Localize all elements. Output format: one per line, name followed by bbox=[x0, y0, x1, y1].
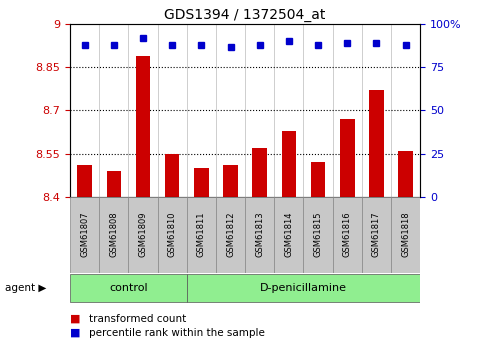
FancyBboxPatch shape bbox=[216, 197, 245, 273]
FancyBboxPatch shape bbox=[157, 197, 187, 273]
Text: GSM61816: GSM61816 bbox=[343, 212, 352, 257]
Text: agent ▶: agent ▶ bbox=[5, 283, 46, 293]
Text: D-penicillamine: D-penicillamine bbox=[260, 283, 347, 293]
Bar bbox=[107, 171, 121, 197]
Text: ■: ■ bbox=[70, 328, 81, 338]
Text: GSM61810: GSM61810 bbox=[168, 212, 177, 257]
FancyBboxPatch shape bbox=[70, 197, 99, 273]
Text: GSM61817: GSM61817 bbox=[372, 212, 381, 257]
Text: GSM61809: GSM61809 bbox=[139, 212, 147, 257]
FancyBboxPatch shape bbox=[274, 197, 303, 273]
Text: GSM61818: GSM61818 bbox=[401, 212, 410, 257]
Bar bbox=[282, 130, 296, 197]
Text: GSM61815: GSM61815 bbox=[313, 212, 323, 257]
FancyBboxPatch shape bbox=[187, 274, 420, 302]
Text: GSM61812: GSM61812 bbox=[226, 212, 235, 257]
Text: GSM61814: GSM61814 bbox=[284, 212, 293, 257]
FancyBboxPatch shape bbox=[99, 197, 128, 273]
FancyBboxPatch shape bbox=[333, 197, 362, 273]
Bar bbox=[253, 148, 267, 197]
Text: GSM61808: GSM61808 bbox=[109, 212, 118, 257]
FancyBboxPatch shape bbox=[70, 274, 187, 302]
Text: ■: ■ bbox=[70, 314, 81, 324]
Text: GSM61811: GSM61811 bbox=[197, 212, 206, 257]
Bar bbox=[369, 90, 384, 197]
FancyBboxPatch shape bbox=[128, 197, 157, 273]
Text: GSM61813: GSM61813 bbox=[255, 212, 264, 257]
Text: transformed count: transformed count bbox=[89, 314, 186, 324]
Bar bbox=[340, 119, 355, 197]
FancyBboxPatch shape bbox=[362, 197, 391, 273]
FancyBboxPatch shape bbox=[245, 197, 274, 273]
Bar bbox=[398, 151, 413, 197]
FancyBboxPatch shape bbox=[391, 197, 420, 273]
Text: percentile rank within the sample: percentile rank within the sample bbox=[89, 328, 265, 338]
Bar bbox=[165, 154, 180, 197]
FancyBboxPatch shape bbox=[187, 197, 216, 273]
Text: control: control bbox=[109, 283, 148, 293]
Bar bbox=[194, 168, 209, 197]
Text: GSM61807: GSM61807 bbox=[80, 212, 89, 257]
Bar bbox=[77, 165, 92, 197]
Bar bbox=[223, 165, 238, 197]
Bar bbox=[311, 162, 326, 197]
Title: GDS1394 / 1372504_at: GDS1394 / 1372504_at bbox=[164, 8, 326, 22]
Bar bbox=[136, 56, 150, 197]
FancyBboxPatch shape bbox=[303, 197, 333, 273]
